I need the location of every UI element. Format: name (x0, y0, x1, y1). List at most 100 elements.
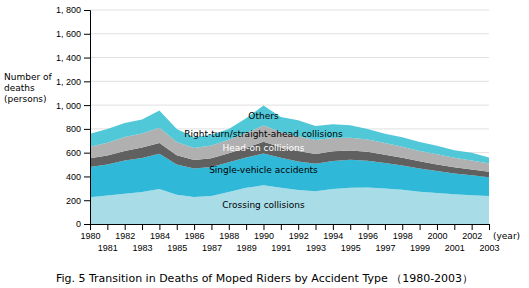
x-tick-mark (316, 224, 317, 230)
y-tick: 1, 000 (56, 100, 90, 110)
x-tick: 1988 (219, 224, 239, 241)
y-tick-label: 1, 200 (56, 77, 81, 87)
x-tick-label: 1995 (341, 243, 361, 253)
x-axis-label: (year) (493, 231, 520, 241)
x-tick: 1990 (254, 224, 274, 241)
y-tick-mark (84, 34, 90, 35)
x-tick: 2002 (462, 224, 482, 241)
series-label: Head-on collisions (222, 143, 304, 153)
y-tick-label: 800 (66, 124, 81, 134)
x-tick-mark (437, 224, 438, 230)
y-tick-label: 600 (66, 148, 81, 158)
x-tick-mark (177, 224, 178, 230)
x-tick-mark (489, 224, 490, 230)
series-label: Single-vehicle accidents (209, 165, 318, 175)
x-tick-label: 2000 (427, 231, 447, 241)
x-tick-mark (194, 224, 195, 230)
x-tick-label: 1996 (358, 231, 378, 241)
x-axis: 1980 1981 1982 1983 1984 1985 1986 1987 1988 1989… (80, 224, 499, 253)
x-tick: 1998 (393, 224, 413, 241)
x-tick-label: 1999 (410, 243, 430, 253)
grid (90, 10, 489, 224)
y-tick: 400 (66, 172, 90, 182)
y-tick-label: 1, 400 (56, 53, 81, 63)
y-tick: 1, 400 (56, 53, 90, 63)
y-tick-mark (84, 58, 90, 59)
y-tick-mark (84, 129, 90, 130)
chart: 0 200 400 600 800 1, 000 1, 200 1, 400 1, 600 1, … (0, 0, 529, 288)
x-tick-mark (454, 224, 455, 230)
x-tick-label: 1989 (237, 243, 257, 253)
x-tick-label: 1984 (150, 231, 170, 241)
y-tick: 1, 800 (56, 5, 90, 15)
x-tick-label: 1981 (98, 243, 118, 253)
y-tick-label: 400 (66, 172, 81, 182)
areas (90, 105, 489, 224)
x-tick-mark (107, 224, 108, 230)
series-label: Others (248, 111, 279, 121)
grid-line (90, 105, 489, 106)
x-tick-label: 1987 (202, 243, 222, 253)
y-tick: 800 (66, 124, 90, 134)
x-tick-mark (159, 224, 160, 230)
x-tick-label: 1983 (133, 243, 153, 253)
x-tick-mark (368, 224, 369, 230)
x-tick-label: 1985 (167, 243, 187, 253)
y-tick-mark (84, 200, 90, 201)
y-tick-mark (84, 10, 90, 11)
x-tick: 1992 (289, 224, 309, 241)
y-axis-line (84, 11, 91, 225)
x-tick-mark (211, 224, 212, 230)
y-tick-label: 1, 600 (56, 29, 81, 39)
series-labels: Crossing collisionsSingle-vehicle accide… (184, 111, 343, 210)
area (90, 105, 489, 163)
x-tick-mark (350, 224, 351, 230)
title: Fig. 5 Transition in Deaths of Moped Rid… (56, 272, 473, 285)
x-tick-mark (402, 224, 403, 230)
grid-line (90, 10, 489, 11)
y-tick-label: 1, 800 (56, 5, 81, 15)
x-tick-mark (142, 224, 143, 230)
x-tick-label: 1986 (185, 231, 205, 241)
y-tick: 600 (66, 148, 90, 158)
y-tick: 1, 600 (56, 29, 90, 39)
y-tick: 1, 200 (56, 77, 90, 87)
x-tick-label: 1993 (306, 243, 326, 253)
x-tick: 1994 (323, 224, 343, 241)
y-tick-mark (84, 105, 90, 106)
y-tick-mark (84, 224, 90, 225)
x-tick-label: 2001 (445, 243, 465, 253)
x-tick: 2000 (427, 224, 447, 241)
grid-line (90, 33, 489, 34)
x-tick-mark (125, 224, 126, 230)
y-tick: 0 (76, 219, 90, 229)
x-tick-mark (90, 224, 91, 230)
x-tick-mark (420, 224, 421, 230)
y-tick-label: 200 (66, 196, 81, 206)
x-tick-label: 1990 (254, 231, 274, 241)
x-tick-label: 2002 (462, 231, 482, 241)
x-tick: 1986 (185, 224, 205, 241)
x-tick-mark (281, 224, 282, 230)
x-tick-label: 1988 (219, 231, 239, 241)
series-label: Right-turn/straight-ahead collisions (184, 129, 343, 139)
x-tick-label: 1997 (375, 243, 395, 253)
y-tick-mark (84, 81, 90, 82)
y-axis-label-line: Number of (4, 72, 53, 82)
x-tick-label: 1982 (115, 231, 135, 241)
y-tick: 200 (66, 196, 90, 206)
y-axis-label: Number ofdeaths(persons) (4, 72, 53, 104)
y-tick-label: 0 (76, 219, 81, 229)
y-axis: 0 200 400 600 800 1, 000 1, 200 1, 400 1, 600 1, … (56, 5, 91, 229)
x-tick: 1980 (80, 224, 100, 241)
y-axis-label-line: deaths (4, 83, 35, 93)
x-tick-mark (472, 224, 473, 230)
x-tick-label: 1991 (271, 243, 291, 253)
x-tick-mark (333, 224, 334, 230)
x-tick-label: 2003 (479, 243, 499, 253)
y-tick-mark (84, 153, 90, 154)
x-tick: 1982 (115, 224, 135, 241)
y-tick-label: 1, 000 (56, 100, 81, 110)
x-tick-mark (298, 224, 299, 230)
y-tick-mark (84, 176, 90, 177)
